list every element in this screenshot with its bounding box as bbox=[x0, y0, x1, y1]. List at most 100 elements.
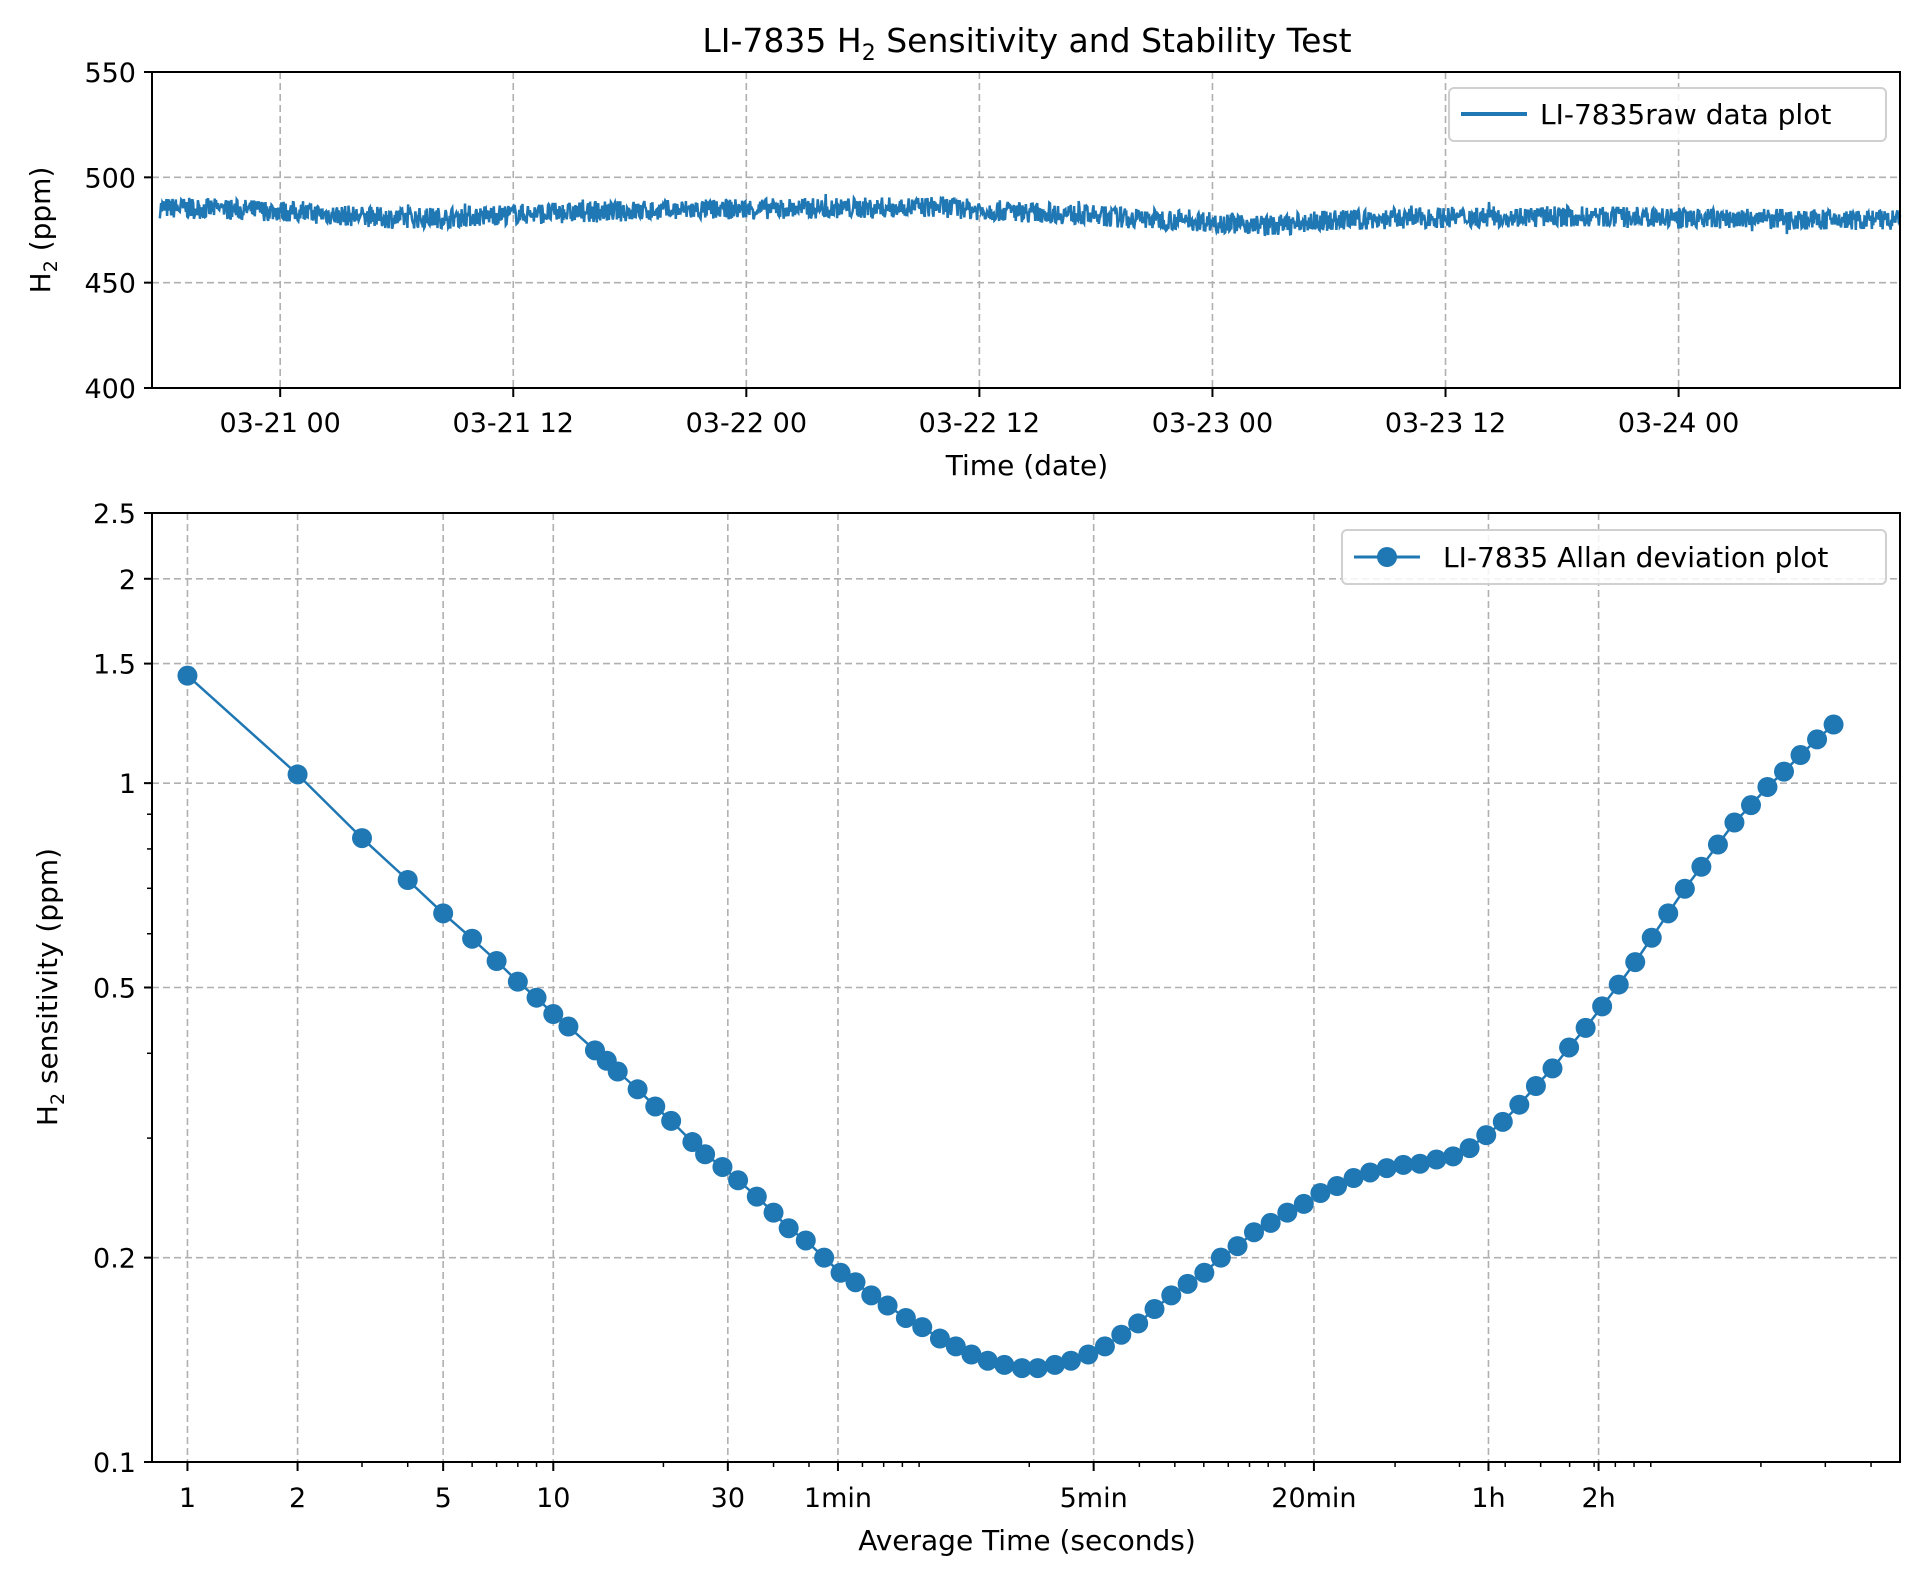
allan-data-point bbox=[1078, 1344, 1099, 1365]
allan-data-point bbox=[1575, 1017, 1596, 1038]
allan-y-tick-label: 0.5 bbox=[93, 974, 136, 1005]
allan-data-point bbox=[814, 1247, 835, 1268]
allan-data-point bbox=[1807, 729, 1828, 750]
raw-x-tick-label: 03-24 00 bbox=[1618, 408, 1739, 439]
allan-data-point bbox=[778, 1218, 799, 1239]
raw-x-tick-label: 03-22 12 bbox=[919, 408, 1040, 439]
allan-data-point bbox=[895, 1307, 916, 1328]
allan-x-tick-label: 2h bbox=[1581, 1483, 1615, 1514]
allan-y-tick-label: 1 bbox=[119, 769, 136, 800]
allan-data-point bbox=[1343, 1168, 1364, 1189]
allan-data-point bbox=[1592, 996, 1613, 1017]
allan-data-point bbox=[1409, 1153, 1430, 1174]
allan-data-point bbox=[607, 1061, 628, 1082]
raw-x-tick-label: 03-23 12 bbox=[1385, 408, 1506, 439]
allan-data-point bbox=[543, 1004, 564, 1025]
allan-deviation-plot: 0.1 0.2 0.5 1 1.5 2 2.5 1 2 5 10 30 1min 5min 20min 1h 2… bbox=[31, 499, 1901, 1557]
allan-data-point bbox=[795, 1230, 816, 1251]
allan-data-point bbox=[1658, 903, 1679, 924]
allan-data-point bbox=[977, 1350, 998, 1371]
allan-data-point bbox=[558, 1016, 579, 1037]
allan-data-point bbox=[1293, 1193, 1314, 1214]
allan-data-point bbox=[728, 1170, 749, 1191]
allan-x-tick-label: 2 bbox=[289, 1483, 306, 1514]
allan-data-point bbox=[177, 665, 198, 686]
raw-legend-label: LI-7835raw data plot bbox=[1540, 98, 1831, 131]
raw-x-tick-label: 03-22 00 bbox=[686, 408, 807, 439]
allan-data-point bbox=[1327, 1176, 1348, 1197]
raw-x-tick-label: 03-23 00 bbox=[1152, 408, 1273, 439]
raw-x-axis-label: Time (date) bbox=[945, 449, 1108, 482]
allan-legend: LI-7835 Allan deviation plot bbox=[1341, 529, 1887, 585]
allan-y-tick-label: 2 bbox=[119, 565, 136, 596]
allan-data-point bbox=[462, 928, 483, 949]
allan-data-point bbox=[1476, 1125, 1497, 1146]
allan-data-point bbox=[1360, 1162, 1381, 1183]
allan-data-point bbox=[1393, 1154, 1414, 1175]
allan-x-tick-label: 20min bbox=[1271, 1483, 1356, 1514]
allan-data-point bbox=[1128, 1313, 1149, 1334]
allan-data-point bbox=[746, 1186, 767, 1207]
chart-title: LI-7835 H2 Sensitivity and Stability Tes… bbox=[702, 21, 1351, 66]
allan-data-point bbox=[1790, 745, 1811, 766]
allan-data-point bbox=[1111, 1324, 1132, 1345]
allan-data-point bbox=[912, 1317, 933, 1338]
allan-data-point bbox=[1144, 1299, 1165, 1320]
allan-data-point bbox=[1525, 1075, 1546, 1096]
allan-data-point bbox=[1243, 1222, 1264, 1243]
allan-data-point bbox=[1260, 1212, 1281, 1233]
allan-y-axis-label: H2 sensitivity (ppm) bbox=[31, 848, 69, 1126]
raw-y-axis-label: H2 (ppm) bbox=[24, 167, 62, 294]
allan-data-point bbox=[1227, 1236, 1248, 1257]
allan-data-point bbox=[661, 1110, 682, 1131]
allan-data-point bbox=[961, 1344, 982, 1365]
allan-data-point bbox=[695, 1144, 716, 1165]
allan-data-point bbox=[526, 987, 547, 1008]
allan-data-point bbox=[1492, 1111, 1513, 1132]
raw-data-series-line bbox=[158, 193, 1902, 237]
allan-data-point bbox=[645, 1096, 666, 1117]
allan-data-point bbox=[627, 1079, 648, 1100]
allan-data-point bbox=[1277, 1202, 1298, 1223]
allan-data-point bbox=[1459, 1138, 1480, 1159]
allan-data-point bbox=[1625, 952, 1646, 973]
raw-y-tick-label: 550 bbox=[84, 58, 136, 89]
allan-data-point bbox=[1011, 1358, 1032, 1379]
allan-data-point bbox=[1509, 1094, 1530, 1115]
allan-data-point bbox=[1757, 777, 1778, 798]
allan-data-point bbox=[1210, 1247, 1231, 1268]
allan-data-point bbox=[1044, 1354, 1065, 1375]
allan-data-point bbox=[1426, 1149, 1447, 1170]
allan-data-point bbox=[712, 1156, 733, 1177]
allan-x-tick-label: 1 bbox=[179, 1483, 196, 1514]
allan-data-point bbox=[1691, 856, 1712, 877]
allan-data-point bbox=[682, 1132, 703, 1153]
allan-y-tick-label: 1.5 bbox=[93, 650, 136, 681]
raw-y-tick-label: 500 bbox=[84, 163, 136, 194]
allan-data-point bbox=[830, 1262, 851, 1283]
allan-data-point bbox=[1740, 795, 1761, 816]
allan-data-point bbox=[1559, 1037, 1580, 1058]
allan-data-point bbox=[1707, 834, 1728, 855]
allan-data-point bbox=[486, 951, 507, 972]
allan-data-point bbox=[861, 1285, 882, 1306]
allan-data-point bbox=[1027, 1358, 1048, 1379]
allan-data-point bbox=[1161, 1285, 1182, 1306]
allan-x-tick-label: 30 bbox=[711, 1483, 745, 1514]
allan-x-tick-label: 1h bbox=[1471, 1483, 1505, 1514]
allan-x-tick-label: 1min bbox=[804, 1483, 872, 1514]
allan-data-point bbox=[845, 1272, 866, 1293]
allan-data-point bbox=[1310, 1183, 1331, 1204]
allan-y-tick-label: 0.1 bbox=[93, 1448, 136, 1479]
allan-data-point bbox=[763, 1202, 784, 1223]
allan-data-point bbox=[1641, 927, 1662, 948]
allan-data-point bbox=[945, 1336, 966, 1357]
allan-data-point bbox=[397, 869, 418, 890]
allan-x-tick-label: 5 bbox=[435, 1483, 452, 1514]
allan-data-point bbox=[1724, 812, 1745, 833]
allan-legend-marker-icon bbox=[1377, 547, 1397, 567]
allan-data-point bbox=[1443, 1146, 1464, 1167]
raw-y-tick-label: 450 bbox=[84, 269, 136, 300]
raw-x-tick-label: 03-21 12 bbox=[453, 408, 574, 439]
allan-data-point bbox=[1060, 1350, 1081, 1371]
